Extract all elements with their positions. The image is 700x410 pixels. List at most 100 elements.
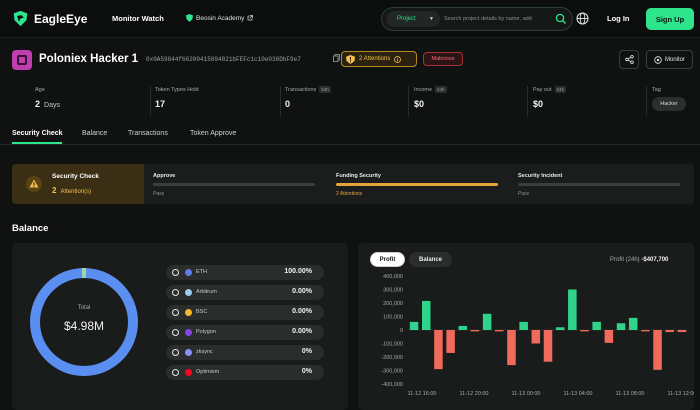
chain-name: Arbitrum (196, 289, 217, 295)
profit-bar[interactable] (641, 330, 650, 332)
tab-balance[interactable]: Balance (82, 130, 108, 137)
profit-bar[interactable] (580, 330, 589, 332)
chain-name: Polygon (196, 329, 216, 335)
logo[interactable]: EagleEye (12, 10, 87, 27)
login-link[interactable]: Log In (607, 14, 630, 23)
x-tick-label: 11-13 04:00 (564, 391, 593, 397)
tab-profit[interactable]: Profit (370, 252, 405, 267)
stat-tag-label: Tag (652, 87, 661, 93)
divider (280, 86, 281, 116)
profit-bar[interactable] (543, 330, 553, 362)
funding-security-status: 2 Attentions (336, 191, 363, 197)
security-incident-label: Security Incident (518, 173, 563, 179)
profit-bar[interactable] (568, 289, 577, 331)
tab-security-check[interactable]: Security Check (12, 130, 63, 137)
profit-bar[interactable] (628, 317, 638, 330)
profit-bar[interactable] (434, 330, 443, 370)
chain-row-bsc[interactable]: BSC 0.00% (166, 305, 324, 320)
chain-row-eth[interactable]: ETH 100.00% (166, 265, 324, 280)
globe-icon[interactable] (576, 12, 589, 25)
x-tick-label: 11-13 12:00 (668, 391, 694, 397)
profit-bar[interactable] (470, 330, 480, 332)
stat-age-value: 2 Days (35, 99, 60, 109)
attention-badge-label: 2 Attentions (359, 56, 391, 62)
funding-security-label: Funding Security (336, 173, 381, 179)
stat-income-label: Income 24h (414, 86, 447, 93)
approve-status: Pass (153, 191, 165, 197)
chain-name: zksync (196, 349, 213, 355)
chain-row-optimism[interactable]: Optimism 0% (166, 365, 324, 380)
profit-bar[interactable] (531, 330, 541, 344)
y-tick-label: 400,000 (383, 274, 403, 280)
x-tick-label: 11-13 08:00 (616, 391, 645, 397)
profit-bar-chart: 400,000 300,000 200,000 100,000 0 -100,000 -20… (381, 274, 694, 397)
tabs-divider (0, 144, 700, 145)
shield-icon (186, 14, 193, 22)
stat-transactions-value: 0 (285, 99, 291, 109)
profit-bar[interactable] (422, 300, 431, 330)
radio-icon (172, 329, 179, 336)
chain-percent: 0% (301, 368, 312, 375)
hacker-tag: Hacker (652, 97, 686, 111)
y-tick-label: 200,000 (383, 301, 403, 307)
search-icon[interactable] (555, 13, 567, 25)
tab-token-approve[interactable]: Token Approve (190, 130, 237, 137)
profit-bar[interactable] (458, 325, 468, 330)
badge-24h: 24h (319, 86, 331, 93)
security-check-panel: Security Check 2 Attention(s) Approve Pas… (12, 164, 694, 204)
security-attention: 2 Attention(s) (52, 186, 91, 195)
profit-bar[interactable] (653, 330, 662, 370)
profit-bar[interactable] (446, 330, 455, 353)
profit-bar[interactable] (409, 321, 419, 330)
security-check-title: Security Check (52, 173, 99, 180)
chain-row-zksync[interactable]: zksync 0% (166, 345, 324, 360)
external-link-icon (248, 15, 254, 21)
y-tick-label: 0 (400, 328, 403, 334)
stat-token-types-value: 17 (155, 99, 166, 109)
stat-income-label-text: Income (414, 86, 433, 93)
nav-monitor-watch[interactable]: Monitor Watch (112, 14, 164, 23)
divider (408, 86, 409, 116)
profit-bar[interactable] (665, 330, 674, 333)
y-tick-label: 300,000 (383, 288, 403, 294)
funding-security-bar (336, 183, 498, 186)
chain-percent: 0% (301, 348, 312, 355)
profit-bar[interactable] (604, 330, 614, 343)
profit-bar[interactable] (482, 313, 492, 330)
x-tick-label: 11-12 20:00 (460, 391, 489, 397)
attention-badge[interactable]: 2 Attentions (341, 51, 417, 67)
search-type-select[interactable]: Project ▼ (386, 11, 440, 27)
tab-transactions[interactable]: Transactions (128, 130, 168, 137)
profit-bar[interactable] (555, 327, 565, 330)
chain-percent: 100.00% (284, 268, 312, 275)
stat-age-label: Age (35, 87, 45, 93)
radio-icon (172, 269, 179, 276)
shield-warning-icon (346, 54, 355, 64)
eth-icon (185, 269, 192, 276)
chain-row-polygon[interactable]: Polygon 0.00% (166, 325, 324, 340)
badge-24h: 24h (435, 86, 447, 93)
divider (150, 86, 151, 116)
logo-text: EagleEye (34, 11, 88, 26)
profit-bar[interactable] (616, 323, 626, 330)
security-incident-status: Pass (518, 191, 530, 197)
profit-bar[interactable] (592, 321, 601, 330)
share-button[interactable] (619, 50, 639, 69)
attention-label: Attention(s) (60, 189, 92, 195)
copy-icon[interactable] (333, 54, 340, 62)
signup-button[interactable]: Sign Up (646, 8, 694, 30)
nav-academy[interactable]: Beosin Academy (186, 14, 254, 22)
info-icon (394, 55, 402, 63)
tab-balance-chart[interactable]: Balance (409, 252, 452, 267)
profit-bar[interactable] (495, 330, 504, 332)
profit-bar[interactable] (677, 330, 687, 333)
search-input[interactable]: Search project details by name, add (444, 16, 532, 22)
stat-transactions-label: Transactions 24h (285, 86, 331, 93)
monitor-button[interactable]: Monitor (646, 50, 693, 69)
chain-row-arbitrum[interactable]: Arbitrum 0.00% (166, 285, 324, 300)
profit-bar[interactable] (507, 330, 516, 366)
chain-name: Optimism (196, 369, 220, 375)
address-name: Poloniex Hacker 1 (39, 53, 139, 65)
profit-24h-value: -$407,700 (641, 257, 669, 263)
profit-bar[interactable] (519, 321, 528, 330)
